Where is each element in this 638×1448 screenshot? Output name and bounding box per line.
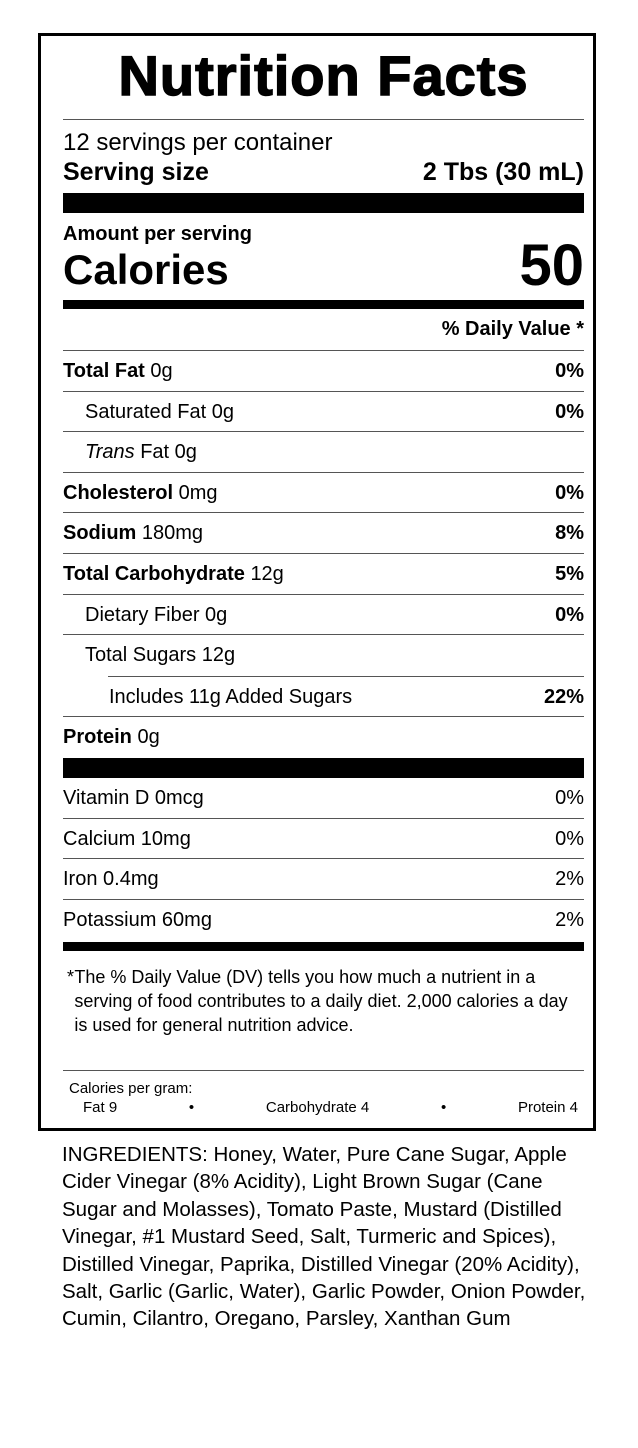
nutrient-dv: 8% (555, 522, 584, 545)
nutrient-name: Dietary Fiber (85, 603, 200, 626)
nutrient-row-protein: Protein 0g (63, 717, 584, 758)
nutrient-row-added-sugars: Includes 11g Added Sugars 22% (63, 677, 584, 718)
divider (108, 675, 584, 677)
nutrient-amount: 0g (205, 603, 228, 626)
thick-divider (63, 757, 584, 778)
nutrient-row-trans-fat: Trans Fat 0g (63, 432, 584, 473)
ingredients-list: INGREDIENTS: Honey, Water, Pure Cane Sug… (62, 1143, 586, 1331)
label-title: Nutrition Facts (118, 43, 529, 108)
carbohydrate-per-gram: Carbohydrate 4 (265, 1099, 370, 1117)
nutrient-name: Total Carbohydrate (63, 562, 245, 585)
nutrient-row-total-carbohydrate: Total Carbohydrate 12g 5% (63, 554, 584, 595)
amount-per-serving: Amount per serving (63, 223, 252, 245)
vitamin-name: Calcium 10mg (63, 827, 191, 850)
daily-value-header: % Daily Value * (63, 309, 584, 351)
calories-per-gram-label: Calories per gram: (69, 1080, 193, 1098)
vitamin-row-potassium: Potassium 60mg 2% (63, 900, 584, 941)
nutrient-name: Saturated Fat (85, 400, 207, 423)
nutrient-amount: 0g (137, 726, 160, 749)
protein-per-gram: Protein 4 (517, 1099, 578, 1117)
medium-divider (63, 942, 584, 952)
vitamin-name: Potassium 60mg (63, 908, 212, 931)
nutrient-row-dietary-fiber: Dietary Fiber 0g 0% (63, 595, 584, 636)
calories-value: 50 (519, 233, 584, 298)
bullet-separator: • (440, 1099, 447, 1117)
nutrient-row-sodium: Sodium 180mg 8% (63, 513, 584, 554)
thick-divider (63, 193, 584, 213)
vitamin-dv: 2% (555, 868, 584, 891)
nutrient-amount: 180mg (141, 522, 204, 545)
nutrient-row-total-sugars: Total Sugars 12g (63, 635, 584, 676)
divider (63, 119, 584, 120)
nutrient-amount: 12g (250, 562, 284, 585)
nutrient-row-total-fat: Total Fat 0g 0% (63, 351, 584, 392)
nutrient-row-cholesterol: Cholesterol 0mg 0% (63, 473, 584, 514)
nutrient-row-saturated-fat: Saturated Fat 0g 0% (63, 392, 584, 433)
serving-size: Serving size 2 Tbs (30 mL) (63, 157, 584, 187)
nutrient-dv: 0% (555, 481, 584, 504)
serving-size-label: Serving size (63, 158, 209, 186)
nutrient-amount: 0mg (178, 481, 218, 504)
nutrient-dv: 0% (555, 400, 584, 423)
nutrient-name: Sodium (63, 522, 137, 545)
vitamin-name: Iron 0.4mg (63, 868, 159, 891)
medium-divider (63, 300, 584, 309)
vitamin-name: Vitamin D 0mcg (63, 786, 204, 809)
bullet-separator: • (188, 1099, 195, 1117)
nutrient-name: Total Sugars (85, 644, 197, 667)
servings-per-container: 12 servings per container (63, 129, 333, 156)
nutrient-dv: 0% (555, 360, 584, 382)
nutrient-dv: 5% (555, 562, 584, 585)
nutrient-dv: 0% (555, 603, 584, 626)
calories-per-gram: Calories per gram: Fat 9 • Carbohydrate … (63, 1079, 584, 1117)
fat-per-gram: Fat 9 (83, 1099, 118, 1117)
nutrient-amount: 0g (150, 360, 173, 382)
vitamin-dv: 0% (555, 786, 584, 809)
vitamin-row-calcium: Calcium 10mg 0% (63, 819, 584, 860)
nutrient-dv: 22% (543, 685, 584, 708)
vitamin-row-iron: Iron 0.4mg 2% (63, 859, 584, 900)
daily-value-footnote: * The % Daily Value (DV) tells you how m… (63, 965, 584, 1072)
nutrient-amount: 12g (201, 644, 236, 667)
nutrient-name: Cholesterol (63, 481, 174, 504)
nutrient-name: Trans (85, 441, 135, 464)
nutrient-name: Protein (63, 726, 132, 749)
nutrient-name: Total Fat (63, 360, 145, 382)
calories-label: Calories (63, 246, 229, 293)
vitamin-dv: 2% (555, 908, 584, 931)
footnote-text: The % Daily Value (DV) tells you how muc… (74, 967, 568, 1036)
footnote-asterisk: * (67, 967, 75, 988)
serving-size-value: 2 Tbs (30 mL) (422, 158, 584, 186)
nutrient-amount: Fat 0g (140, 441, 197, 464)
vitamin-row-vitamin-d: Vitamin D 0mcg 0% (63, 778, 584, 819)
nutrient-amount: 0g (211, 400, 234, 423)
vitamin-dv: 0% (555, 827, 584, 850)
calories-row: Calories 50 (63, 237, 584, 295)
nutrition-facts-label: Nutrition Facts 12 servings per containe… (38, 33, 596, 1131)
nutrient-name: Includes 11g Added Sugars (109, 685, 353, 708)
